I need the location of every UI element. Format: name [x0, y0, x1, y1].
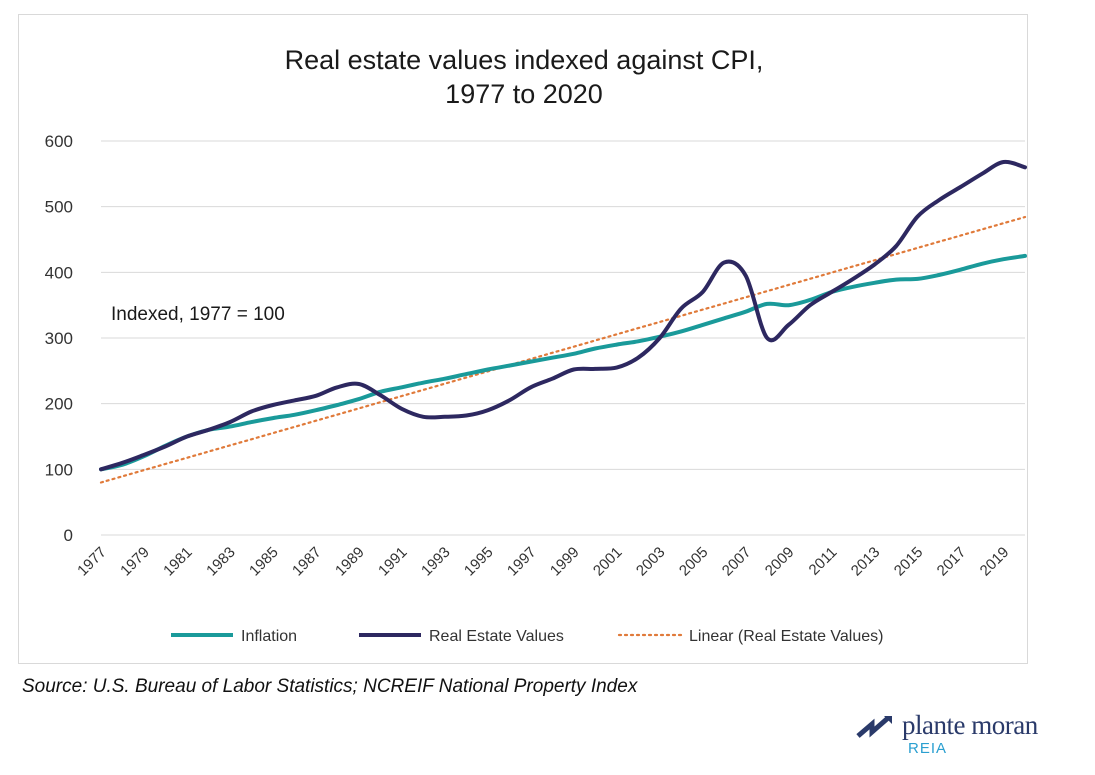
x-tick-label: 1981	[160, 544, 196, 580]
series-line-real-estate-values	[99, 159, 1027, 472]
x-tick-label: 2015	[891, 544, 927, 580]
x-tick-label: 2005	[676, 544, 712, 580]
x-tick-label: 1993	[418, 544, 454, 580]
x-tick-label: 2001	[590, 544, 626, 580]
chart-frame: Real estate values indexed against CPI, 1…	[18, 14, 1028, 664]
x-tick-label: 2009	[762, 544, 798, 580]
plante-moran-logo: plante moran REIA	[850, 708, 1080, 768]
x-tick-label: 2003	[633, 544, 669, 580]
x-tick-label: 2017	[934, 544, 970, 580]
y-tick-label: 100	[45, 460, 73, 479]
x-tick-label: 2013	[848, 544, 884, 580]
series-line-linear-real-estate-values	[99, 215, 1027, 484]
index-annotation: Indexed, 1977 = 100	[111, 304, 285, 325]
y-tick-label: 300	[45, 329, 73, 348]
series-line-inflation	[99, 253, 1027, 472]
y-tick-label: 500	[45, 198, 73, 217]
legend-label: Inflation	[241, 628, 297, 645]
x-tick-label: 1997	[504, 544, 540, 580]
x-tick-label: 1991	[375, 544, 411, 580]
x-tick-label: 2011	[806, 544, 841, 579]
legend-label: Linear (Real Estate Values)	[689, 628, 883, 645]
y-tick-label: 0	[64, 526, 73, 545]
chart-title-line: 1977 to 2020	[445, 79, 603, 109]
x-tick-label: 1979	[117, 544, 153, 580]
logo-subtitle: REIA	[908, 740, 948, 757]
x-axis-ticks: 1977 1979 1981 1983 1985 1987 1989 1991 1993 1995…	[74, 544, 1012, 580]
x-tick-label: 1983	[203, 544, 239, 580]
y-tick-label: 600	[45, 132, 73, 151]
x-tick-label: 2007	[719, 544, 755, 580]
line-chart: Real estate values indexed against CPI, 1…	[45, 45, 1027, 645]
x-tick-label: 2019	[977, 544, 1013, 580]
legend: Inflation Real Estate Values Linear (Real …	[171, 628, 883, 645]
x-tick-label: 1989	[332, 544, 368, 580]
x-tick-label: 1977	[74, 544, 110, 580]
y-tick-label: 200	[45, 395, 73, 414]
logo-name: plante moran	[902, 710, 1038, 740]
x-tick-label: 1999	[547, 544, 583, 580]
source-note: Source: U.S. Bureau of Labor Statistics;…	[22, 676, 638, 697]
y-tick-label: 400	[45, 263, 73, 282]
logo-mark-icon	[856, 716, 892, 738]
y-axis-ticks: 0 100 200 300 400 500 600	[45, 132, 73, 545]
x-tick-label: 1987	[289, 544, 325, 580]
chart-title-line: Real estate values indexed against CPI,	[285, 45, 764, 75]
gridlines	[101, 140, 1025, 536]
series-lines	[99, 159, 1027, 484]
chart-title: Real estate values indexed against CPI, 1…	[285, 45, 764, 109]
x-tick-label: 1985	[246, 544, 282, 580]
legend-label: Real Estate Values	[429, 628, 564, 645]
x-tick-label: 1995	[461, 544, 497, 580]
